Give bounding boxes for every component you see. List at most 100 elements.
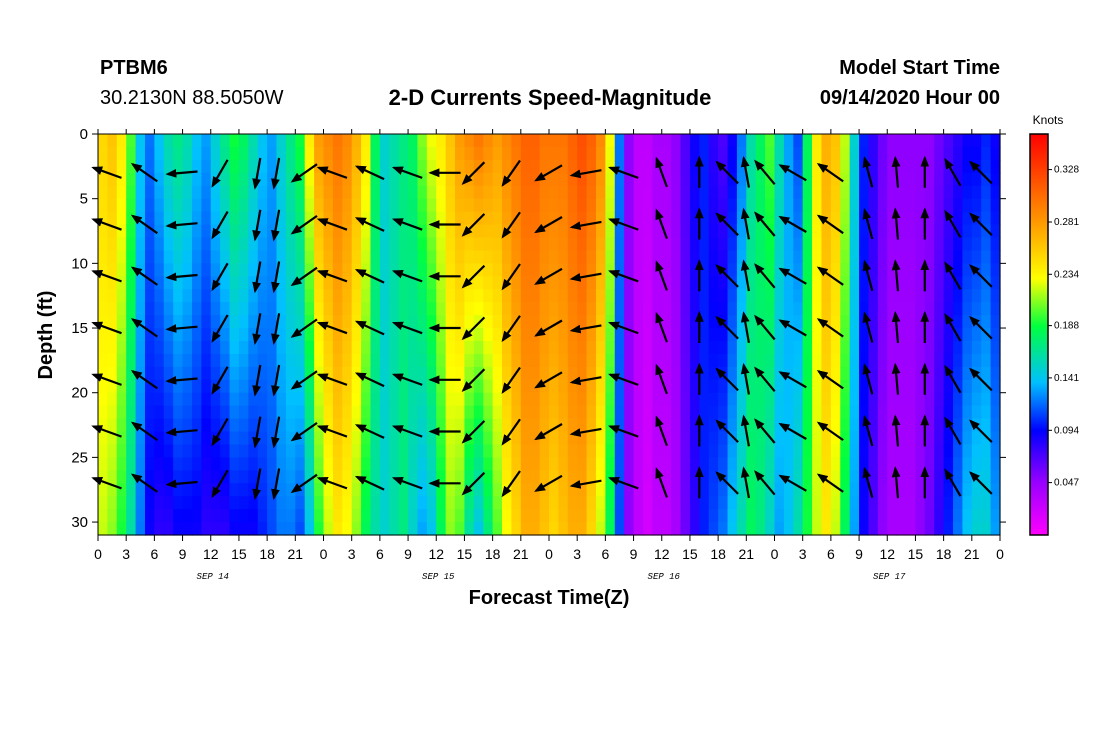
heatmap-cell [736, 276, 747, 290]
heatmap-cell [520, 198, 531, 213]
heatmap-cell [586, 392, 597, 407]
heatmap-cell [323, 444, 334, 458]
heatmap-cell [408, 431, 419, 446]
heatmap-cell [455, 405, 466, 420]
heatmap-cell [812, 172, 823, 187]
heatmap-cell [812, 250, 823, 264]
heatmap-cell [257, 418, 268, 433]
heatmap-cell [830, 470, 841, 484]
heatmap-cell [220, 353, 231, 368]
heatmap-cell [464, 146, 475, 161]
heatmap-cell [436, 431, 447, 446]
heatmap-cell [238, 302, 249, 316]
heatmap-cell [840, 302, 851, 316]
heatmap-cell [924, 418, 935, 433]
heatmap-cell [163, 457, 174, 471]
heatmap-cell [332, 250, 343, 264]
heatmap-cell [304, 418, 315, 433]
heatmap-cell [877, 496, 888, 510]
heatmap-cell [154, 263, 165, 277]
heatmap-cell [154, 483, 165, 497]
heatmap-cell [389, 159, 400, 174]
heatmap-cell [699, 366, 710, 381]
heatmap-cell [304, 328, 315, 342]
colorbar-tick-label: 0.234 [1054, 269, 1079, 280]
heatmap-cell [154, 185, 165, 200]
heatmap-cell [248, 237, 259, 252]
heatmap-cell [774, 340, 785, 355]
heatmap-cell [267, 444, 278, 458]
heatmap-cell [98, 224, 108, 239]
heatmap-cell [511, 134, 522, 148]
heatmap-cell [398, 496, 409, 510]
heatmap-cell [680, 302, 691, 316]
heatmap-cell [586, 134, 597, 148]
heatmap-cell [389, 418, 400, 433]
heatmap-cell [549, 185, 559, 200]
heatmap-cell [267, 198, 278, 213]
heatmap-cell [859, 302, 870, 316]
heatmap-cell [238, 224, 249, 239]
heatmap-cell [492, 146, 503, 161]
heatmap-cell [436, 185, 447, 200]
heatmap-cell [586, 276, 597, 290]
heatmap-cell [426, 418, 437, 433]
heatmap-cell [332, 431, 343, 446]
heatmap-cell [605, 353, 616, 368]
heatmap-cell [605, 431, 616, 446]
heatmap-cell [887, 496, 898, 510]
heatmap-cell [455, 224, 466, 239]
heatmap-cell [934, 509, 945, 523]
heatmap-cell [981, 470, 992, 484]
heatmap-cell [783, 457, 794, 471]
heatmap-cell [906, 289, 917, 303]
heatmap-cell [276, 431, 287, 446]
heatmap-cell [802, 353, 813, 368]
heatmap-cell [285, 366, 296, 381]
heatmap-cell [426, 185, 437, 200]
current-arrow [740, 259, 750, 292]
heatmap-cell [163, 522, 174, 536]
heatmap-cell [323, 185, 334, 200]
heatmap-cell [276, 366, 287, 381]
heatmap-cell [915, 250, 926, 264]
heatmap-cell [981, 379, 992, 394]
heatmap-cell [981, 224, 992, 239]
heatmap-cell [342, 276, 353, 290]
heatmap-cell [830, 146, 841, 161]
heatmap-cell [116, 289, 127, 303]
heatmap-cell [821, 340, 832, 355]
heatmap-cell [285, 457, 296, 471]
heatmap-cell [220, 522, 231, 536]
heatmap-cell [849, 185, 860, 200]
heatmap-cell [765, 289, 776, 303]
heatmap-cell [708, 522, 719, 536]
heatmap-cell [849, 315, 860, 329]
heatmap-cell [323, 522, 334, 536]
heatmap-cell [840, 237, 851, 252]
heatmap-cell [276, 328, 287, 342]
heatmap-cell [238, 263, 249, 277]
heatmap-cell [915, 483, 926, 497]
heatmap-cell [257, 496, 268, 510]
heatmap-cell [849, 483, 860, 497]
heatmap-cell [229, 379, 240, 394]
heatmap-cell [314, 198, 325, 213]
heatmap-cell [943, 289, 954, 303]
heatmap-cell [135, 457, 146, 471]
heatmap-cell [342, 224, 353, 239]
heatmap-cell [624, 224, 635, 239]
current-arrow [778, 215, 807, 233]
heatmap-cell [342, 198, 353, 213]
heatmap-cell [408, 289, 419, 303]
heatmap-cell [962, 353, 973, 368]
date-label: SEP 16 [648, 572, 681, 582]
heatmap-cell [642, 211, 653, 226]
heatmap-cell [370, 146, 381, 161]
heatmap-cell [746, 224, 757, 239]
heatmap-cell [285, 250, 296, 264]
heatmap-cell [633, 146, 644, 161]
heatmap-cell [445, 276, 456, 290]
heatmap-cell [586, 198, 597, 213]
heatmap-cell [840, 211, 851, 226]
